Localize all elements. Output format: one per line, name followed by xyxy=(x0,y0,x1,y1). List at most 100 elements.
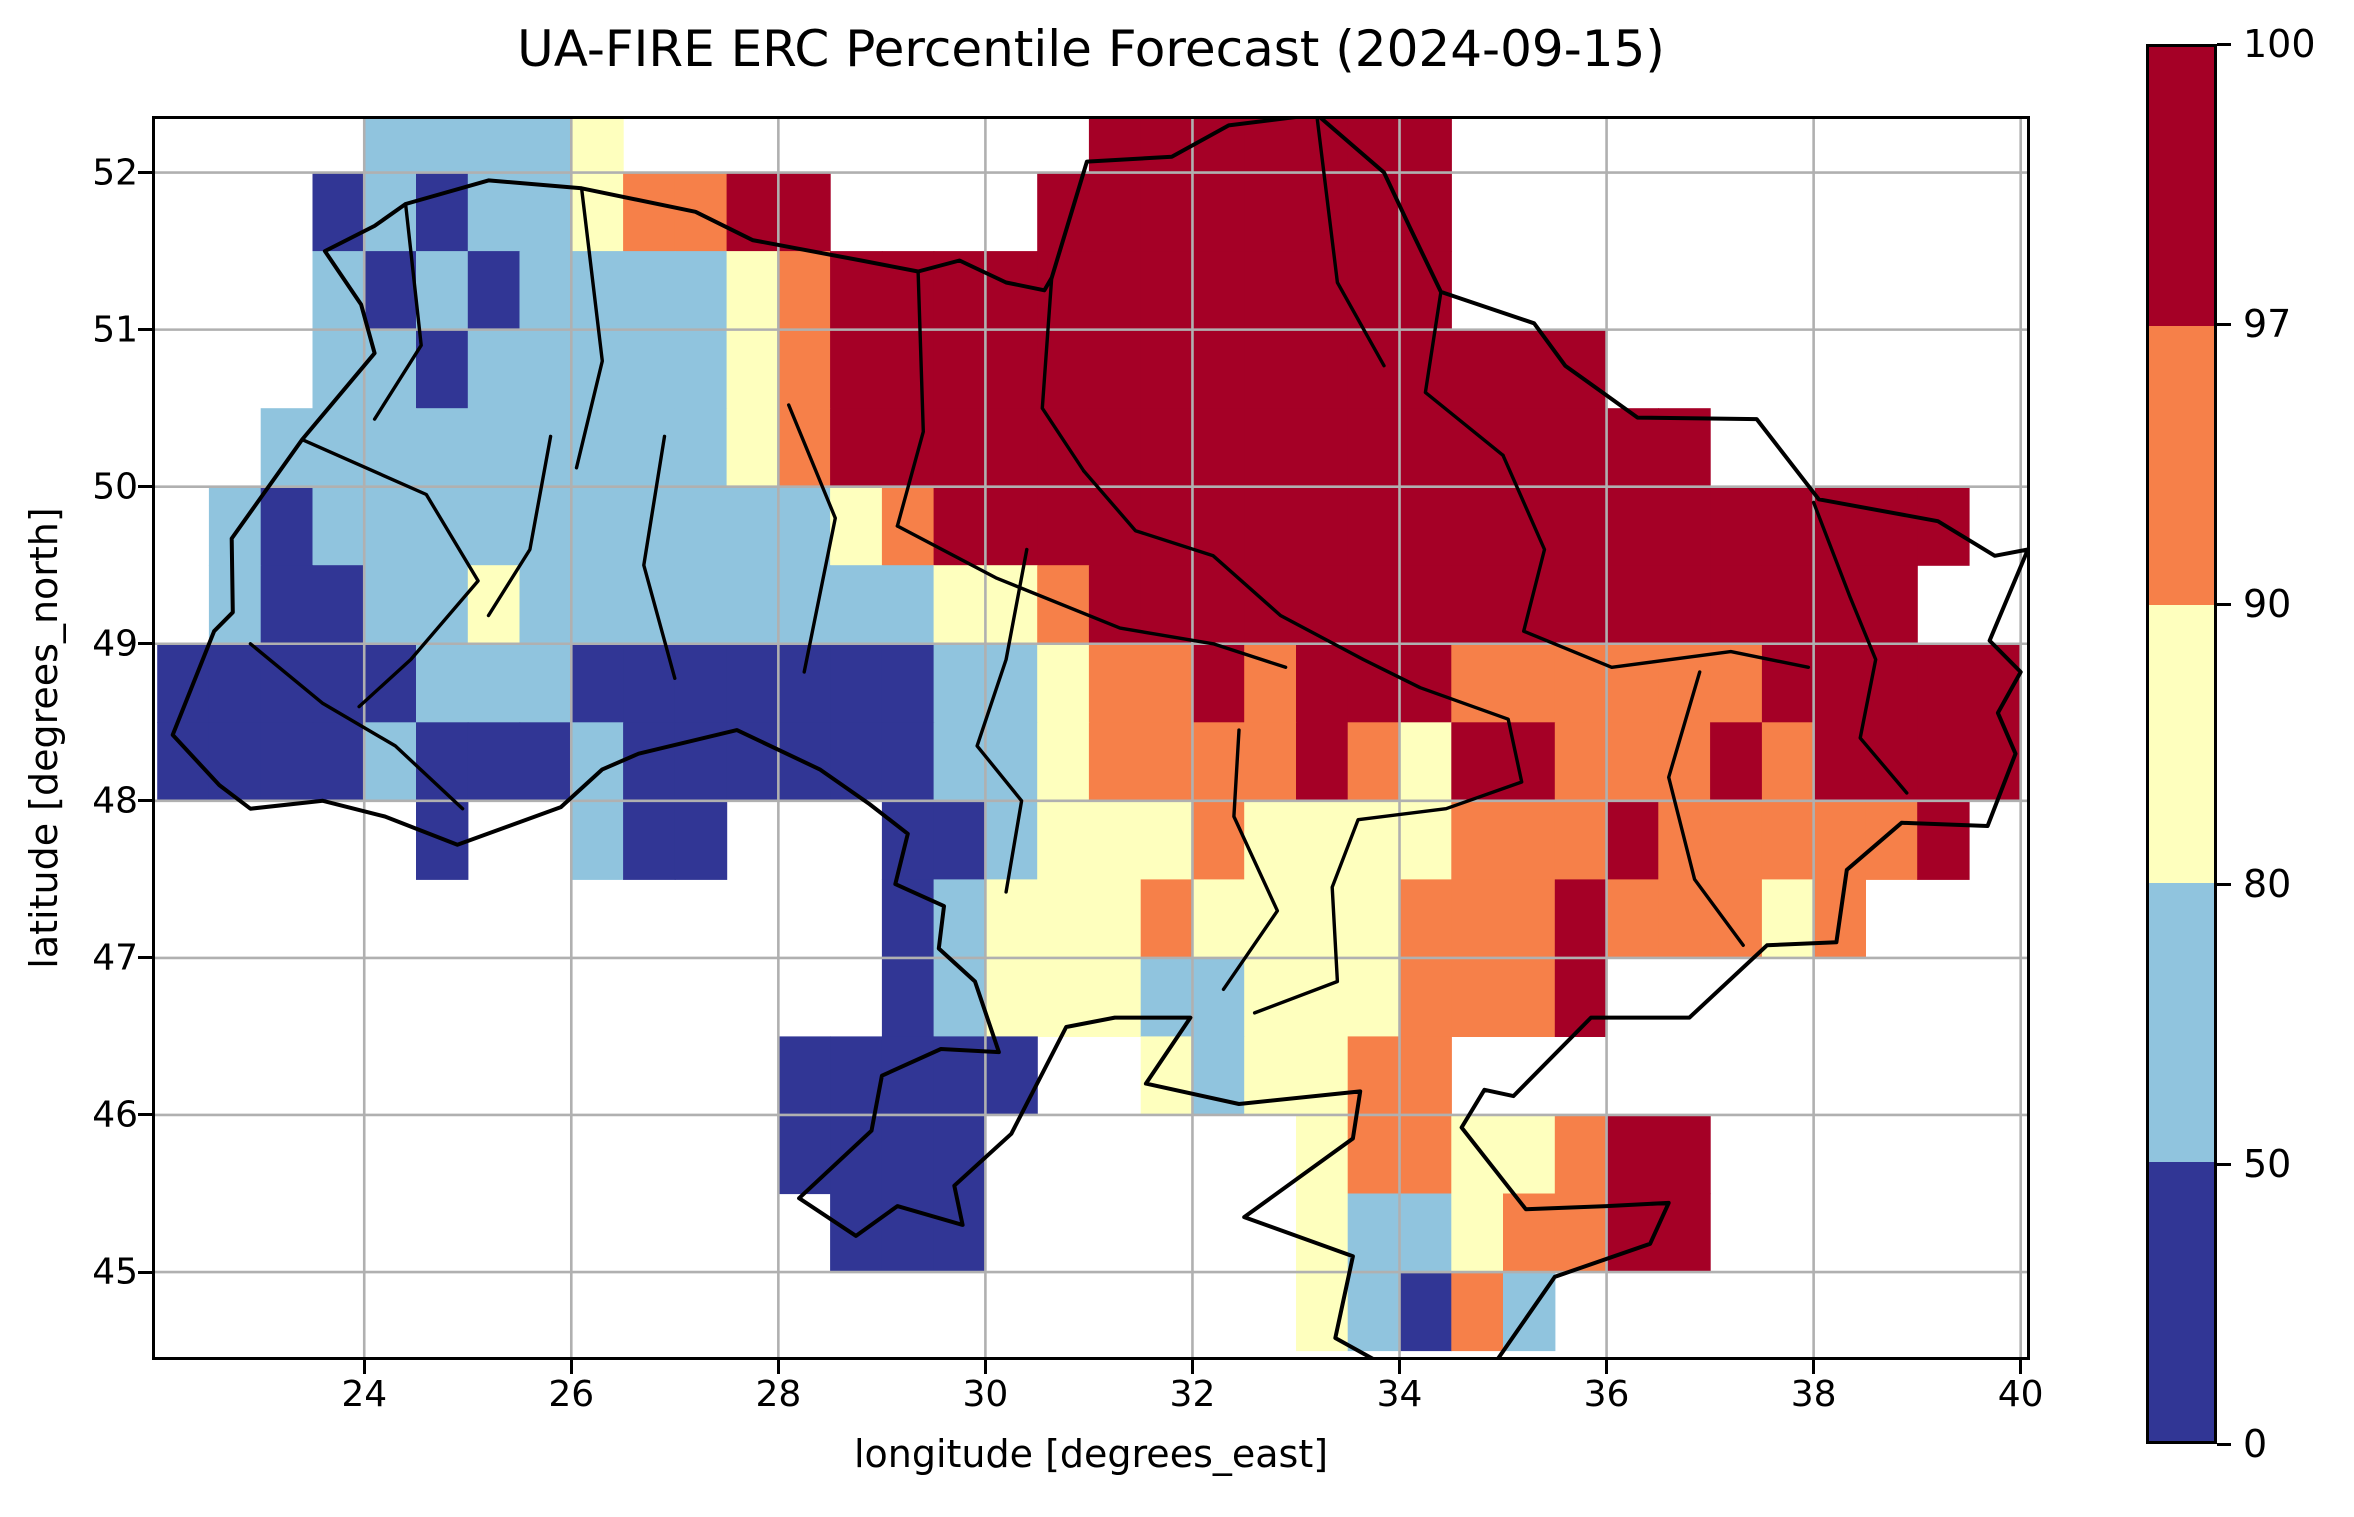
heatmap-cell xyxy=(830,1193,883,1273)
heatmap-cell xyxy=(623,643,676,723)
heatmap-cell xyxy=(1347,565,1401,645)
heatmap-cell xyxy=(1192,329,1245,409)
heatmap-cell xyxy=(571,565,624,645)
heatmap-cell xyxy=(1451,1193,1504,1273)
heatmap-cell xyxy=(726,565,779,645)
heatmap-cell xyxy=(1554,643,1608,723)
heatmap-cell xyxy=(312,565,365,645)
heatmap-cell xyxy=(416,408,469,488)
heatmap-cell xyxy=(1865,722,1918,802)
heatmap-cell xyxy=(985,408,1038,488)
heatmap-cell xyxy=(208,565,262,645)
heatmap-cell xyxy=(726,408,779,488)
heatmap-cell xyxy=(1088,800,1142,880)
heatmap-cell xyxy=(416,329,469,409)
heatmap-cell xyxy=(1347,486,1401,566)
heatmap-cell xyxy=(1554,329,1608,409)
x-tick-mark xyxy=(1605,1360,1609,1374)
oblast-boundary-line xyxy=(372,202,423,421)
heatmap-cell xyxy=(1399,643,1452,723)
heatmap-cell xyxy=(1296,172,1349,252)
oblast-boundary-line xyxy=(1501,453,1811,669)
oblast-boundary-line xyxy=(895,524,1288,669)
heatmap-cell xyxy=(1813,800,1866,880)
heatmap-cell xyxy=(571,800,624,880)
heatmap-cell xyxy=(364,251,417,331)
heatmap-cell xyxy=(1865,565,1918,645)
x-tick-label: 26 xyxy=(548,1374,595,1415)
heatmap-cell xyxy=(1347,1272,1401,1352)
heatmap-cell xyxy=(1296,1036,1349,1116)
colorbar-tick-label: 97 xyxy=(2243,302,2292,346)
heatmap-cell xyxy=(519,251,572,331)
heatmap-cell xyxy=(571,116,624,174)
heatmap-cell xyxy=(1140,486,1194,566)
heatmap-cell xyxy=(985,879,1038,959)
heatmap-cell xyxy=(1296,329,1349,409)
oblast-boundary-line xyxy=(1423,290,1505,457)
heatmap-cell xyxy=(1865,800,1918,880)
heatmap-cell xyxy=(778,172,831,252)
heatmap-cell xyxy=(1451,565,1504,645)
heatmap-cell xyxy=(1088,565,1142,645)
heatmap-cell xyxy=(1606,408,1659,488)
heatmap-cell xyxy=(1710,486,1763,566)
heatmap-cell xyxy=(364,486,417,566)
heatmap-cell xyxy=(1761,486,1815,566)
heatmap-cell xyxy=(881,722,935,802)
heatmap-cell xyxy=(1296,251,1349,331)
map-plot xyxy=(152,116,2030,1360)
heatmap-cell xyxy=(1554,565,1608,645)
heatmap-cell xyxy=(1658,565,1711,645)
oblast-boundary-line xyxy=(787,403,837,674)
heatmap-cell xyxy=(1088,722,1142,802)
heatmap-cell xyxy=(1037,408,1090,488)
heatmap-cell xyxy=(674,800,728,880)
colorbar-tick-mark xyxy=(2217,1162,2231,1166)
heatmap-cell xyxy=(1347,722,1401,802)
heatmap-cell xyxy=(1554,722,1608,802)
x-tick-mark xyxy=(1190,1360,1194,1374)
heatmap-cell xyxy=(1140,329,1194,409)
heatmap-cell xyxy=(1244,957,1297,1037)
heatmap-cell xyxy=(778,486,831,566)
heatmap-cell xyxy=(778,1036,831,1116)
y-tick-label: 52 xyxy=(92,152,138,194)
heatmap-cell xyxy=(416,565,469,645)
heatmap-cell xyxy=(519,116,572,174)
colorbar-tick-label: 100 xyxy=(2243,22,2316,66)
x-tick-mark xyxy=(1812,1360,1816,1374)
heatmap-cell xyxy=(1761,643,1815,723)
heatmap-cell xyxy=(933,408,986,488)
heatmap-cell xyxy=(1347,172,1401,252)
heatmap-cell xyxy=(1244,800,1297,880)
heatmap-cell xyxy=(1244,722,1297,802)
heatmap-cell xyxy=(364,643,417,723)
heatmap-cell xyxy=(1296,408,1349,488)
heatmap-cell xyxy=(260,408,314,488)
heatmap-cell xyxy=(985,251,1038,331)
heatmap-cell xyxy=(623,722,676,802)
heatmap-cell xyxy=(1606,565,1659,645)
heatmap-cell xyxy=(1037,800,1090,880)
heatmap-cell xyxy=(778,251,831,331)
heatmap-cell xyxy=(467,643,521,723)
heatmap-cell xyxy=(1037,722,1090,802)
heatmap-cell xyxy=(467,722,521,802)
heatmap-cell xyxy=(1088,879,1142,959)
heatmap-cell xyxy=(985,329,1038,409)
heatmap-cell xyxy=(623,172,676,252)
heatmap-cell xyxy=(726,643,779,723)
oblast-boundary-line xyxy=(574,186,604,470)
heatmap-cell xyxy=(1710,722,1763,802)
heatmap-cell xyxy=(1451,1272,1504,1352)
heatmap-cell xyxy=(208,722,262,802)
heatmap-cell xyxy=(1503,1193,1556,1273)
heatmap-cell xyxy=(726,251,779,331)
heatmap-cell xyxy=(933,486,986,566)
heatmap-cell xyxy=(519,565,572,645)
heatmap-cell xyxy=(1192,172,1245,252)
heatmap-cell xyxy=(1140,251,1194,331)
heatmap-cell xyxy=(1710,879,1763,959)
